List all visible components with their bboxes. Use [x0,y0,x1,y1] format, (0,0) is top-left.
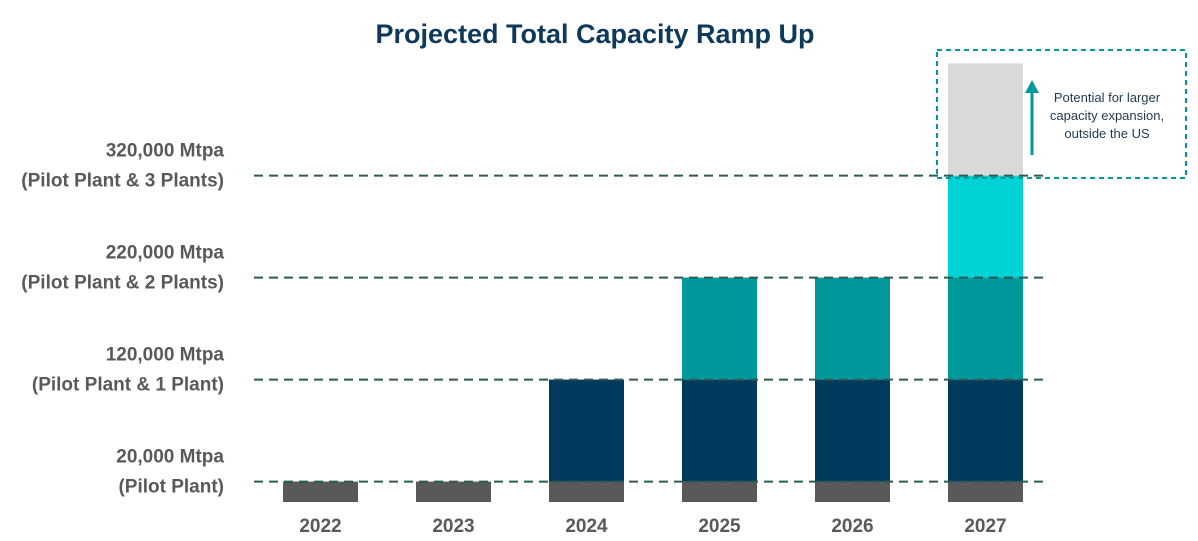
x-label-2023: 2023 [432,516,474,537]
reference-labels-group: 20,000 Mtpa (Pilot Plant) 120,000 Mtpa (Pil… [21,141,224,498]
reference-label-value-3: 320,000 Mtpa [106,141,225,162]
reference-label-desc-1: (Pilot Plant & 1 Plant) [32,375,224,396]
bar-segment-2027-1 [948,379,1023,482]
x-label-2027: 2027 [964,516,1006,537]
bar-segment-2027-4 [948,63,1023,176]
reference-label-desc-2: (Pilot Plant & 2 Plants) [21,273,224,294]
bar-segment-2024-0 [549,481,624,502]
chart-title: Projected Total Capacity Ramp Up [375,19,814,49]
reference-label-desc-3: (Pilot Plant & 3 Plants) [21,171,224,192]
x-label-2022: 2022 [299,516,341,537]
x-label-2024: 2024 [565,516,608,537]
x-label-2025: 2025 [698,516,741,537]
bar-segment-2026-0 [815,481,890,502]
bar-segment-2023-0 [416,481,491,502]
annotation-line-1: Potential for larger [1054,90,1161,105]
x-label-2026: 2026 [831,516,873,537]
bars-group [283,63,1023,502]
reference-label-value-0: 20,000 Mtpa [116,447,224,468]
bar-segment-2025-0 [682,481,757,502]
reference-lines-group [254,174,1046,483]
annotation-line-3: outside the US [1064,126,1150,141]
bar-segment-2026-1 [815,379,890,482]
expansion-annotation: Potential for larger capacity expansion,… [936,49,1187,179]
annotation-line-2: capacity expansion, [1050,108,1164,123]
bar-segment-2026-2 [815,277,890,380]
bar-segment-2025-2 [682,277,757,380]
up-arrow-head-icon [1025,80,1039,93]
bar-segment-2027-2 [948,277,1023,380]
x-axis-labels-group: 2022 2023 2024 2025 2026 2027 [299,516,1006,537]
bar-segment-2022-0 [283,481,358,502]
bar-segment-2024-1 [549,379,624,482]
reference-label-value-2: 220,000 Mtpa [106,243,225,264]
bar-segment-2027-0 [948,481,1023,502]
reference-label-desc-0: (Pilot Plant) [118,477,224,498]
bar-segment-2027-3 [948,175,1023,278]
reference-label-value-1: 120,000 Mtpa [106,345,225,366]
bar-segment-2025-1 [682,379,757,482]
